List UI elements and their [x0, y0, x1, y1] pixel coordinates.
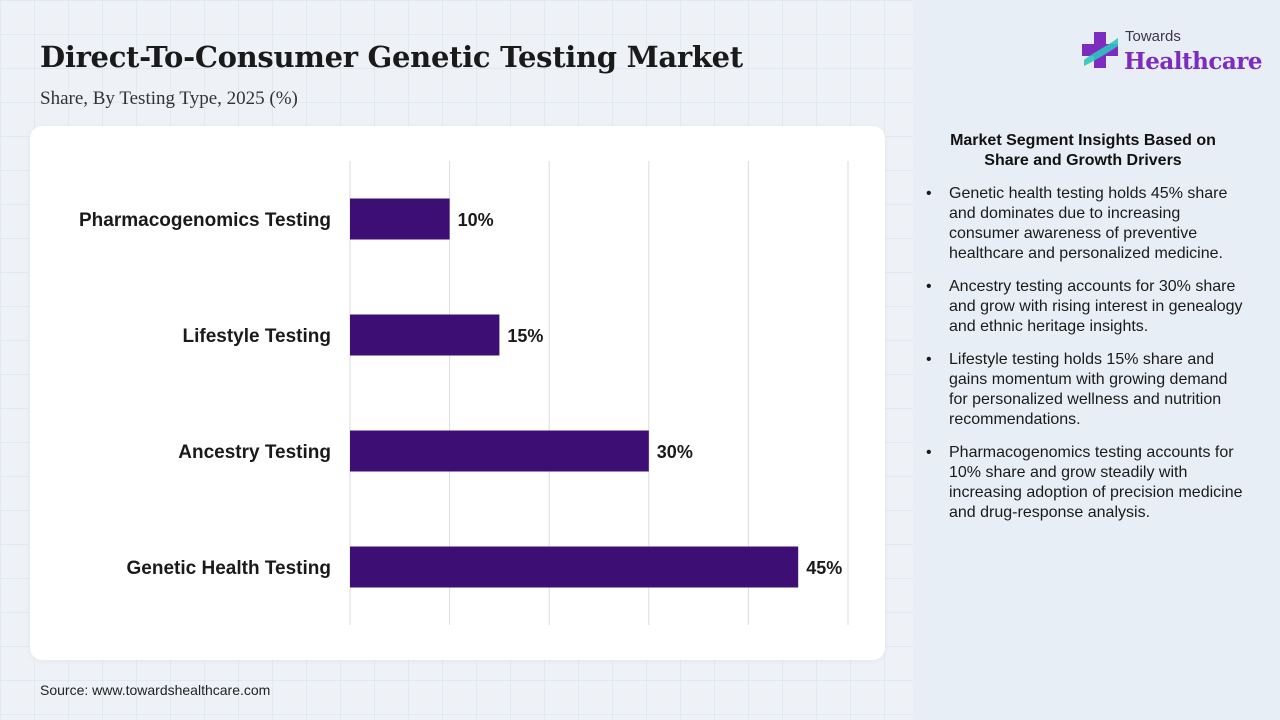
brand-logo: Towards Healthcare [1080, 26, 1263, 78]
insight-item: • Ancestry testing accounts for 30% share… [926, 277, 1246, 337]
category-label: Pharmacogenomics Testing [79, 210, 331, 231]
insight-text: Ancestry testing accounts for 30% share … [949, 278, 1243, 335]
source-note: Source: www.towardshealthcare.com [40, 682, 271, 698]
insight-text: Genetic health testing holds 45% share a… [949, 185, 1228, 262]
bar [350, 546, 799, 588]
insights-panel [913, 0, 1280, 720]
logo-top-text: Towards [1125, 28, 1181, 45]
insight-item: • Lifestyle testing holds 15% share and g… [926, 350, 1246, 430]
insight-text: Pharmacogenomics testing accounts for 10… [949, 444, 1243, 521]
insight-item: • Genetic health testing holds 45% share … [926, 184, 1246, 264]
chart-title: Direct-To-Consumer Genetic Testing Marke… [40, 40, 743, 74]
bar [350, 314, 500, 356]
insights-title: Market Segment Insights Based on Share a… [950, 132, 1216, 169]
category-label: Lifestyle Testing [182, 326, 331, 347]
data-label: 15% [507, 326, 543, 346]
data-label: 10% [458, 210, 494, 230]
bar [350, 198, 450, 240]
bullet-icon: • [926, 278, 932, 295]
insight-text: Lifestyle testing holds 15% share and ga… [949, 351, 1228, 428]
category-label: Genetic Health Testing [127, 558, 331, 579]
bar [350, 430, 649, 472]
medical-cross-icon [1082, 32, 1118, 68]
chart-card: Pharmacogenomics Testing 10% Lifestyle Tes… [30, 126, 885, 660]
chart-subtitle: Share, By Testing Type, 2025 (%) [40, 88, 298, 109]
bullet-icon: • [926, 444, 932, 461]
insight-item: • Pharmacogenomics testing accounts for 1… [926, 443, 1246, 523]
data-label: 30% [657, 442, 693, 462]
bullet-icon: • [926, 185, 932, 202]
bullet-icon: • [926, 351, 932, 368]
insights-list: • Genetic health testing holds 45% share … [926, 184, 1246, 536]
category-label: Ancestry Testing [178, 442, 331, 463]
logo-main-text: Healthcare [1124, 48, 1263, 75]
data-label: 45% [806, 558, 842, 578]
bar-chart: Pharmacogenomics Testing 10% Lifestyle Tes… [79, 161, 849, 625]
